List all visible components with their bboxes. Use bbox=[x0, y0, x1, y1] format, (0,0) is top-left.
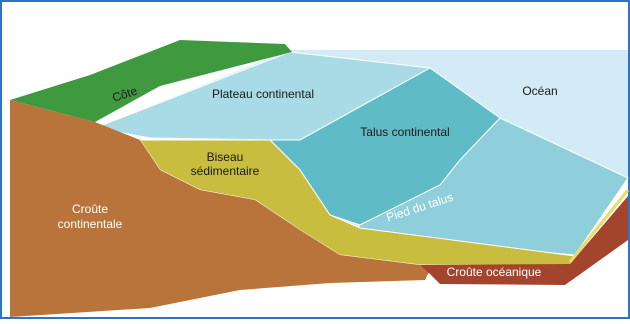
label: Biseau bbox=[207, 150, 244, 164]
label: Croûte bbox=[72, 202, 108, 216]
label: sédimentaire bbox=[191, 164, 260, 178]
label: Océan bbox=[522, 84, 557, 98]
label: Talus continental bbox=[360, 125, 449, 139]
label: Croûte océanique bbox=[447, 265, 542, 279]
label: continentale bbox=[58, 217, 123, 231]
label: Plateau continental bbox=[212, 87, 314, 101]
diagram: Côte Plateau continental Océan Talus con… bbox=[0, 0, 630, 319]
